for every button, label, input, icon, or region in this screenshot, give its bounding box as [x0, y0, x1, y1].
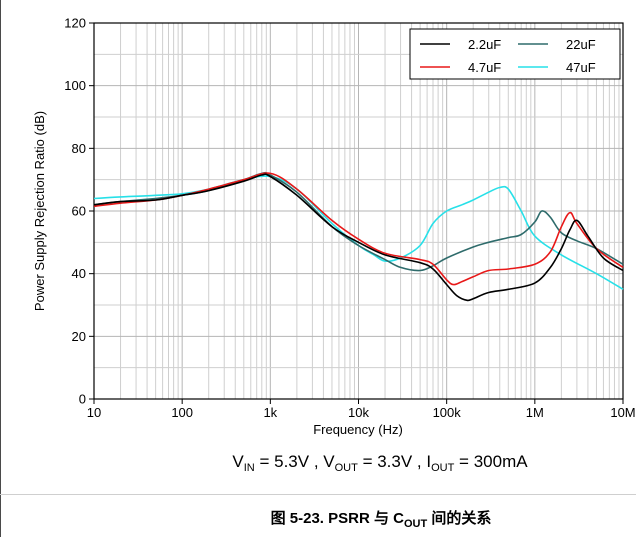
x-tick-label: 10M [610, 405, 635, 420]
figure-caption: 图 5-23. PSRR 与 COUT 间的关系 [0, 507, 636, 530]
y-tick-label: 20 [72, 329, 86, 344]
psrr-chart: 10 100 1k 10k 100k 1M 10M 0 20 40 60 80 100 120 2.2uF… [32, 16, 636, 438]
vout-subscript: OUT [334, 462, 358, 474]
x-axis-label: Frequency (Hz) [313, 422, 403, 437]
caption-divider [0, 494, 636, 495]
x-tick-label: 10 [87, 405, 101, 420]
series-line-2_2uF [93, 173, 624, 302]
iout-subscript: OUT [431, 462, 455, 474]
x-tick-label: 10k [348, 405, 369, 420]
caption-subscript: OUT [403, 518, 428, 530]
legend: 2.2uF 22uF 4.7uF 47uF [409, 28, 621, 80]
vin-subscript: IN [243, 462, 255, 474]
caption-prefix: 图 5-23. PSRR 与 C [270, 510, 404, 527]
legend-box [409, 28, 621, 80]
series-lines [93, 171, 624, 302]
iout-symbol: I [426, 452, 432, 471]
y-tick-label: 40 [72, 266, 86, 281]
test-conditions: VIN = 5.3V , VOUT = 3.3V , IOUT = 300mA [0, 452, 636, 474]
caption-suffix: 间的关系 [427, 510, 492, 527]
series-line-4_7uF [93, 172, 624, 286]
grid [93, 22, 623, 400]
y-tick-label: 60 [72, 204, 86, 219]
x-tick-label: 100 [171, 405, 193, 420]
axes: 10 100 1k 10k 100k 1M 10M 0 20 40 60 80 100 120 [64, 16, 635, 421]
y-tick-label: 80 [72, 141, 86, 156]
y-tick-label: 120 [64, 16, 86, 31]
y-tick-label: 0 [79, 392, 86, 407]
legend-label: 4.7uF [468, 60, 501, 75]
legend-label: 47uF [566, 60, 596, 75]
vout-symbol: V [323, 452, 335, 471]
vout-value: = 3.3V , [357, 452, 427, 471]
vin-symbol: V [232, 452, 244, 471]
x-tick-label: 1M [526, 405, 544, 420]
legend-label: 2.2uF [468, 37, 501, 52]
legend-label: 22uF [566, 37, 596, 52]
x-tick-label: 1k [263, 405, 277, 420]
x-tick-label: 100k [433, 405, 462, 420]
y-axis-label: Power Supply Rejection Ratio (dB) [32, 111, 47, 311]
vin-value: = 5.3V , [254, 452, 324, 471]
iout-value: = 300mA [454, 452, 528, 471]
y-tick-label: 100 [64, 78, 86, 93]
